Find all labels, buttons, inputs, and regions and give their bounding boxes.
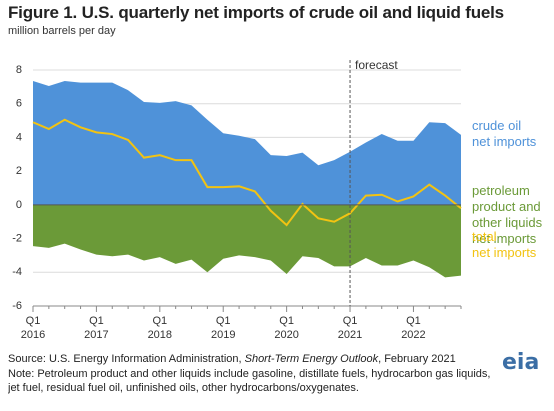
series-label: petroleum product and other liquids net … bbox=[472, 183, 543, 246]
y-tick-label: -2 bbox=[12, 232, 22, 244]
source-title: Short-Term Energy Outlook bbox=[244, 353, 379, 365]
y-tick-label: 6 bbox=[16, 98, 22, 110]
x-tick-label: Q1 2016 bbox=[20, 315, 46, 341]
line bbox=[32, 118, 462, 227]
note: Note: Petroleum product and other liquid… bbox=[8, 368, 491, 394]
x-tick-label: Q1 2019 bbox=[210, 315, 236, 341]
area bbox=[33, 80, 461, 205]
source: Source: U.S. Energy Information Administ… bbox=[8, 352, 498, 366]
logo: eia bbox=[502, 350, 540, 375]
x-tick-label: Q1 2022 bbox=[401, 315, 426, 341]
chart-title: Figure 1. U.S. quarterly net imports of … bbox=[8, 3, 504, 22]
y-tick-label: 0 bbox=[16, 199, 22, 211]
y-tick-label: -4 bbox=[12, 266, 22, 278]
x-tick-label: Q1 2020 bbox=[274, 315, 299, 341]
area bbox=[33, 204, 461, 278]
source-text: , February 2021 bbox=[378, 353, 456, 365]
series-label: total net imports bbox=[472, 229, 537, 260]
chart-subtitle: million barrels per day bbox=[8, 25, 116, 37]
y-tick-label: 8 bbox=[16, 64, 22, 76]
series-label: crude oil net imports bbox=[472, 118, 537, 149]
x-tick-label: Q1 2021 bbox=[337, 315, 363, 341]
x-tick-label: Q1 2017 bbox=[84, 315, 109, 341]
x-tick-label: Q1 2018 bbox=[147, 315, 173, 341]
y-tick-label: -6 bbox=[12, 300, 22, 312]
y-tick-label: 4 bbox=[16, 131, 22, 143]
y-tick-label: 2 bbox=[16, 165, 22, 177]
forecast-label: forecast bbox=[355, 58, 398, 72]
source-text: Source: U.S. Energy Information Administ… bbox=[8, 353, 245, 365]
